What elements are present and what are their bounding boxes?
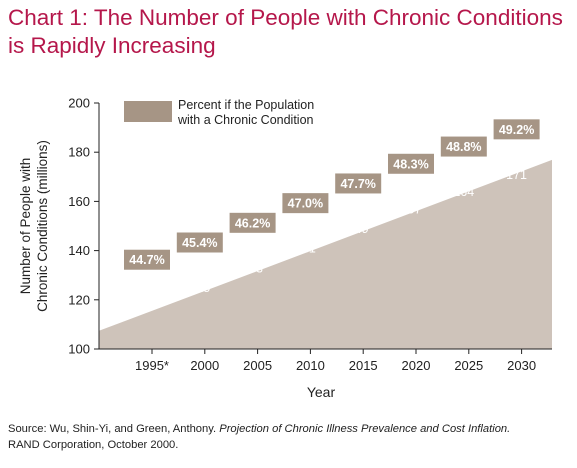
x-axis-title: Year bbox=[307, 384, 336, 400]
legend: Percent if the Population with a Chronic… bbox=[124, 98, 314, 127]
area-series bbox=[99, 159, 552, 349]
percent-label: 48.8% bbox=[446, 140, 481, 154]
y-axis-title: Number of People with Chronic Conditions… bbox=[18, 140, 50, 312]
value-label: 149 bbox=[348, 222, 369, 236]
chart-title-line1: Chart 1: The Number of People with Chron… bbox=[8, 5, 563, 30]
y-tick-label: 100 bbox=[68, 342, 90, 357]
x-axis-ticks: 1995* 2000 2005 2010 2015 2020 2025 2030 bbox=[135, 349, 536, 373]
x-tick-label: 2015 bbox=[349, 358, 378, 373]
y-tick-label: 140 bbox=[68, 243, 90, 258]
percent-label: 48.3% bbox=[393, 157, 428, 171]
percent-label-box bbox=[440, 136, 487, 157]
percent-label-box bbox=[282, 193, 329, 214]
source-title: Projection of Chronic Illness Prevalence… bbox=[219, 423, 511, 435]
value-labels: 118 125 133 141 149 157 164 171 bbox=[137, 168, 527, 312]
y-tick-label: 200 bbox=[68, 96, 90, 111]
x-tick-label: 2010 bbox=[296, 358, 325, 373]
x-tick-label: 2000 bbox=[190, 358, 219, 373]
y-axis-title-line1: Number of People with bbox=[18, 158, 33, 295]
value-label: 157 bbox=[401, 202, 422, 216]
x-tick-label: 2005 bbox=[243, 358, 272, 373]
legend-label-line2: with a Chronic Condition bbox=[177, 113, 314, 127]
value-label: 118 bbox=[137, 298, 157, 312]
percent-label: 46.2% bbox=[235, 216, 270, 230]
x-tick-label: 2030 bbox=[507, 358, 536, 373]
percent-label-box bbox=[388, 153, 434, 174]
x-tick-label: 1995* bbox=[135, 358, 169, 373]
chart-title-line2: is Rapidly Increasing bbox=[8, 33, 216, 58]
y-axis-ticks: 100 120 140 160 180 200 bbox=[68, 96, 99, 357]
percent-label: 47.7% bbox=[340, 177, 375, 191]
y-tick-label: 160 bbox=[68, 194, 90, 209]
source-note: Source: Wu, Shin-Yi, and Green, Anthony.… bbox=[8, 421, 573, 453]
x-tick-label: 2025 bbox=[454, 358, 483, 373]
legend-swatch bbox=[124, 101, 172, 122]
percent-label: 49.2% bbox=[499, 123, 534, 137]
percent-label-box bbox=[229, 212, 276, 233]
legend-label-line1: Percent if the Population bbox=[178, 98, 314, 112]
percent-label: 45.4% bbox=[182, 236, 217, 250]
chart-title: Chart 1: The Number of People with Chron… bbox=[8, 4, 573, 60]
y-tick-label: 120 bbox=[68, 292, 90, 307]
percent-label-box bbox=[335, 173, 382, 194]
percent-label: 47.0% bbox=[288, 197, 323, 211]
value-label: 164 bbox=[453, 185, 474, 199]
value-label: 133 bbox=[242, 261, 263, 275]
source-prefix: Source: Wu, Shin-Yi, and Green, Anthony. bbox=[8, 423, 220, 435]
percent-labels: 44.7% 45.4% 46.2% 47.0% 47.7% 48.3% 48.8% 49.2% bbox=[124, 119, 540, 270]
value-label: 171 bbox=[506, 168, 527, 182]
value-label: 141 bbox=[295, 242, 316, 256]
source-suffix: RAND Corporation, October 2000. bbox=[8, 439, 179, 451]
y-tick-label: 180 bbox=[68, 145, 90, 160]
percent-label-box bbox=[493, 119, 540, 140]
x-tick-label: 2020 bbox=[402, 358, 431, 373]
percent-label: 44.7% bbox=[129, 253, 164, 267]
percent-label-box bbox=[176, 232, 223, 253]
y-axis-title-line2: Chronic Conditions (millions) bbox=[35, 140, 50, 312]
percent-label-box bbox=[124, 249, 170, 270]
value-label: 125 bbox=[189, 281, 210, 295]
